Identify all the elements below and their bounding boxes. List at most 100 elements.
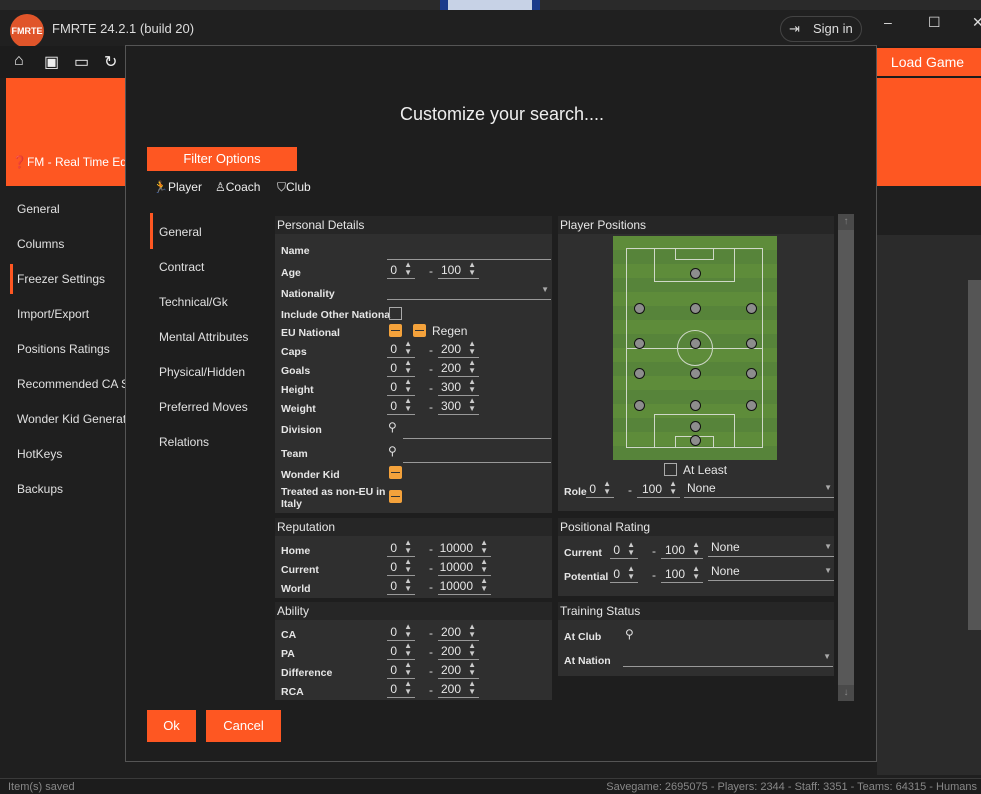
spinner-arrows-icon[interactable]: ▲ ▼ [468,622,476,639]
position-toggle[interactable] [634,368,645,379]
max-spinner[interactable]: 100 ▲ ▼ [637,479,680,498]
sign-in-button[interactable]: ⇥ Sign in [780,16,862,42]
close-button[interactable]: ✕ [972,14,981,30]
sidebar-item[interactable]: Wonder Kid Generato [17,412,133,426]
name-input[interactable] [387,259,551,260]
regen-checkbox[interactable] [413,324,426,337]
spinner-arrows-icon[interactable]: ▲ ▼ [468,339,476,356]
refresh-icon[interactable]: ↻ [104,54,118,71]
ok-button[interactable]: Ok [147,710,196,742]
max-spinner[interactable]: 200 ▲ ▼ [438,358,479,377]
sidebar-item[interactable]: HotKeys [17,447,63,461]
nav-item[interactable]: Technical/Gk [159,295,228,309]
min-spinner[interactable]: 0 ▲ ▼ [387,358,415,377]
spinner-arrows-icon[interactable]: ▲ ▼ [404,641,412,658]
spinner-arrows-icon[interactable]: ▲ ▼ [404,358,412,375]
spinner-arrows-icon[interactable]: ▲ ▼ [669,479,677,496]
scroll-up-icon[interactable]: ↑ [838,214,854,230]
team-input[interactable] [403,462,551,463]
maximize-button[interactable]: ☐ [928,14,941,30]
search-icon[interactable]: ⚲ [625,627,634,641]
sidebar-item[interactable]: Columns [17,237,65,251]
spinner-arrows-icon[interactable]: ▲ ▼ [480,538,488,555]
spinner-arrows-icon[interactable]: ▲ ▼ [468,679,476,696]
position-toggle[interactable] [690,435,701,446]
cancel-button[interactable]: Cancel [206,710,281,742]
spinner-arrows-icon[interactable]: ▲ ▼ [480,557,488,574]
role-dropdown[interactable]: None ▼ [684,481,834,498]
nav-item[interactable]: Contract [159,260,205,274]
tab-coach[interactable]: ♙Coach [215,180,260,194]
non-eu-checkbox[interactable] [389,490,402,503]
position-toggle[interactable] [746,338,757,349]
spinner-arrows-icon[interactable]: ▲ ▼ [404,557,412,574]
sidebar-item[interactable]: General [17,202,60,216]
nav-item[interactable]: General [159,225,202,239]
wonder-kid-checkbox[interactable] [389,466,402,479]
division-input[interactable] [403,438,551,439]
min-spinner[interactable]: 0 ▲ ▼ [387,622,415,641]
eu-national-checkbox[interactable] [389,324,402,337]
rating-dropdown[interactable]: None ▼ [708,564,834,581]
tab-player[interactable]: 🏃Player [153,180,202,194]
include-other-checkbox[interactable] [389,307,402,320]
max-spinner[interactable]: 100 ▲ ▼ [661,564,703,583]
filter-options-button[interactable]: Filter Options [147,147,297,171]
rating-dropdown[interactable]: None ▼ [708,540,834,557]
spinner-arrows-icon[interactable]: ▲ ▼ [468,260,476,277]
spinner-arrows-icon[interactable]: ▲ ▼ [627,540,635,557]
spinner-arrows-icon[interactable]: ▲ ▼ [404,622,412,639]
position-toggle[interactable] [746,368,757,379]
monitor-icon[interactable]: ▭ [74,54,90,71]
position-toggle[interactable] [634,400,645,411]
spinner-arrows-icon[interactable]: ▲ ▼ [468,641,476,658]
spinner-arrows-icon[interactable]: ▲ ▼ [603,479,611,496]
position-toggle[interactable] [690,303,701,314]
position-toggle[interactable] [746,303,757,314]
max-spinner[interactable]: 200 ▲ ▼ [438,661,479,679]
position-toggle[interactable] [690,368,701,379]
minimize-button[interactable]: – [884,14,892,30]
position-toggle[interactable] [746,400,757,411]
spinner-arrows-icon[interactable]: ▲ ▼ [480,576,488,593]
position-toggle[interactable] [634,303,645,314]
spinner-arrows-icon[interactable]: ▲ ▼ [468,377,476,394]
position-toggle[interactable] [690,338,701,349]
spinner-arrows-icon[interactable]: ▲ ▼ [692,540,700,557]
position-toggle[interactable] [690,400,701,411]
spinner-arrows-icon[interactable]: ▲ ▼ [404,679,412,696]
scrollbar[interactable]: ↑ ↓ [838,214,854,701]
max-spinner[interactable]: 200 ▲ ▼ [438,641,479,660]
max-spinner[interactable]: 200 ▲ ▼ [438,339,479,358]
spinner-arrows-icon[interactable]: ▲ ▼ [468,396,476,413]
min-spinner[interactable]: 0 ▲ ▼ [586,479,614,498]
sidebar-item[interactable]: Positions Ratings [17,342,110,356]
max-spinner[interactable]: 10000 ▲ ▼ [438,557,491,576]
spinner-arrows-icon[interactable]: ▲ ▼ [468,358,476,375]
load-game-button[interactable]: Load Game [874,48,981,76]
max-spinner[interactable]: 300 ▲ ▼ [438,396,479,415]
spinner-arrows-icon[interactable]: ▲ ▼ [404,660,412,677]
help-link[interactable]: ❓FM - Real Time Ed [12,155,127,169]
at-least-checkbox[interactable] [664,463,677,476]
sidebar-item[interactable]: Backups [17,482,64,496]
max-spinner[interactable]: 10000 ▲ ▼ [438,576,491,595]
spinner-arrows-icon[interactable]: ▲ ▼ [404,260,412,277]
spinner-arrows-icon[interactable]: ▲ ▼ [404,377,412,394]
max-spinner[interactable]: 200 ▲ ▼ [438,679,479,698]
nav-item[interactable]: Relations [159,435,210,449]
min-spinner[interactable]: 0 ▲ ▼ [387,377,415,396]
scroll-down-icon[interactable]: ↓ [838,685,854,701]
at-nation-dropdown[interactable]: ▼ [623,650,833,667]
max-spinner[interactable]: 200 ▲ ▼ [438,622,479,641]
nav-item[interactable]: Physical/Hidden [159,365,246,379]
min-spinner[interactable]: 0 ▲ ▼ [387,641,415,660]
spinner-arrows-icon[interactable]: ▲ ▼ [404,538,412,555]
spinner-arrows-icon[interactable]: ▲ ▼ [404,576,412,593]
position-toggle[interactable] [690,268,701,279]
nav-item[interactable]: Preferred Moves [159,400,248,414]
nav-item[interactable]: Mental Attributes [159,330,249,344]
min-spinner[interactable]: 0 ▲ ▼ [387,260,415,279]
spinner-arrows-icon[interactable]: ▲ ▼ [692,564,700,581]
min-spinner[interactable]: 0 ▲ ▼ [387,397,415,415]
